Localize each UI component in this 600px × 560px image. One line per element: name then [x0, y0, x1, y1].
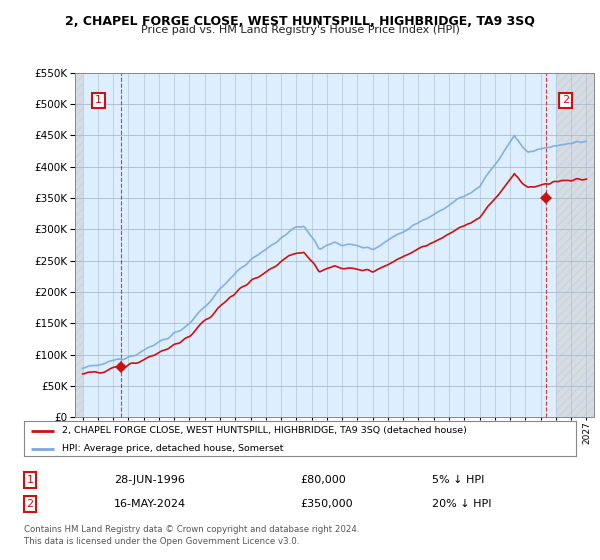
- Text: HPI: Average price, detached house, Somerset: HPI: Average price, detached house, Some…: [62, 444, 283, 453]
- Text: £80,000: £80,000: [300, 475, 346, 485]
- Bar: [75, 73, 83, 417]
- Text: 5% ↓ HPI: 5% ↓ HPI: [432, 475, 484, 485]
- Text: £350,000: £350,000: [300, 499, 353, 509]
- Text: 28-JUN-1996: 28-JUN-1996: [114, 475, 185, 485]
- Text: 2: 2: [26, 499, 34, 509]
- Bar: [556, 73, 594, 417]
- Text: Contains HM Land Registry data © Crown copyright and database right 2024.
This d: Contains HM Land Registry data © Crown c…: [24, 525, 359, 546]
- Text: 16-MAY-2024: 16-MAY-2024: [114, 499, 186, 509]
- Text: 2, CHAPEL FORGE CLOSE, WEST HUNTSPILL, HIGHBRIDGE, TA9 3SQ: 2, CHAPEL FORGE CLOSE, WEST HUNTSPILL, H…: [65, 15, 535, 27]
- Text: 1: 1: [26, 475, 34, 485]
- Text: 1: 1: [95, 95, 102, 105]
- Text: 2: 2: [562, 95, 569, 105]
- Text: Price paid vs. HM Land Registry's House Price Index (HPI): Price paid vs. HM Land Registry's House …: [140, 25, 460, 35]
- Text: 2, CHAPEL FORGE CLOSE, WEST HUNTSPILL, HIGHBRIDGE, TA9 3SQ (detached house): 2, CHAPEL FORGE CLOSE, WEST HUNTSPILL, H…: [62, 426, 466, 435]
- Text: 20% ↓ HPI: 20% ↓ HPI: [432, 499, 491, 509]
